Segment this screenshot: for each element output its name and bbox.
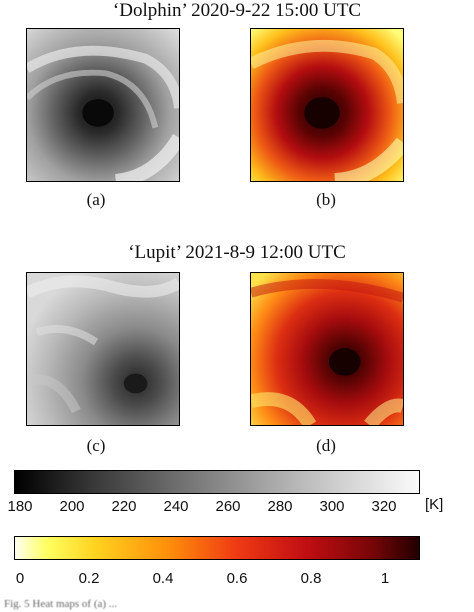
panel-d-image [250, 272, 404, 426]
temperature-tick: 200 [59, 498, 85, 515]
temperature-tick: 320 [371, 498, 397, 515]
temperature-tick: 260 [215, 498, 241, 515]
panel-a-label: (a) [86, 190, 106, 209]
panel-b-graphic [251, 29, 403, 181]
normalized-tick: 1 [380, 570, 390, 587]
normalized-tick: 0 [15, 570, 25, 587]
figure-title-lupit: ‘Lupit’ 2021-8-9 12:00 UTC [128, 242, 346, 263]
panel-a-graphic [27, 29, 179, 181]
figure-title-dolphin: ‘Dolphin’ 2020-9-22 15:00 UTC [112, 0, 362, 21]
figure-caption: Fig. 5 Heat maps of (a) ... [4, 598, 118, 610]
panel-b-label: (b) [316, 190, 336, 209]
temperature-tick: 240 [163, 498, 189, 515]
temperature-tick: 280 [267, 498, 293, 515]
panel-d-label: (d) [316, 436, 336, 455]
temperature-unit: [K] [425, 496, 444, 513]
panel-b-image [250, 28, 404, 182]
temperature-tick: 300 [319, 498, 345, 515]
panel-c-graphic [27, 273, 179, 425]
panel-d-graphic [251, 273, 403, 425]
temperature-tick: 220 [111, 498, 137, 515]
normalized-tick: 0.4 [152, 570, 174, 587]
temperature-colorbar [14, 470, 420, 494]
panel-a-image [26, 28, 180, 182]
normalized-tick: 0.2 [78, 570, 100, 587]
normalized-tick: 0.6 [226, 570, 248, 587]
panel-c-image [26, 272, 180, 426]
panel-c-label: (c) [86, 436, 106, 455]
temperature-tick: 180 [7, 498, 33, 515]
normalized-tick: 0.8 [300, 570, 322, 587]
normalized-colorbar [14, 536, 420, 560]
